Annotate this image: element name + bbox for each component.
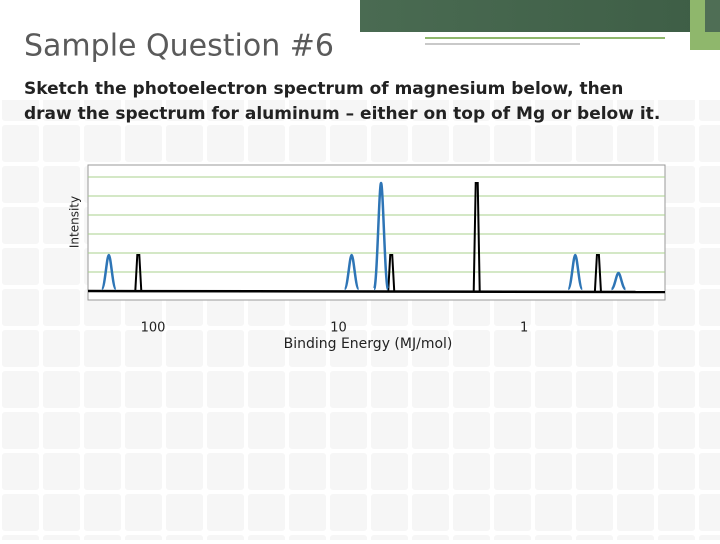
grid: [88, 176, 665, 273]
peak: [610, 271, 627, 291]
slide-text: draw the spectrum for aluminum – either …: [24, 104, 660, 124]
peak: [372, 181, 390, 291]
peak: [100, 253, 118, 291]
slide-text: Sketch the photoelectron spectrum of mag…: [24, 79, 623, 99]
x-tick-label: 10: [330, 321, 347, 336]
header-accent-2: [705, 0, 720, 32]
peak: [134, 254, 143, 292]
x-axis-label: Binding Energy (MJ/mol): [284, 336, 453, 352]
peak: [343, 253, 360, 291]
y-axis-label: Intensity: [68, 196, 82, 248]
peak: [472, 182, 481, 292]
peak: [387, 254, 396, 292]
x-tick-label: 1: [520, 321, 528, 336]
peak: [567, 253, 584, 291]
header-bar: [360, 0, 705, 32]
x-tick-label: 100: [141, 321, 166, 336]
peak: [593, 254, 602, 292]
slide-title: Sample Question #6: [24, 29, 334, 64]
baseline: [87, 289, 666, 294]
